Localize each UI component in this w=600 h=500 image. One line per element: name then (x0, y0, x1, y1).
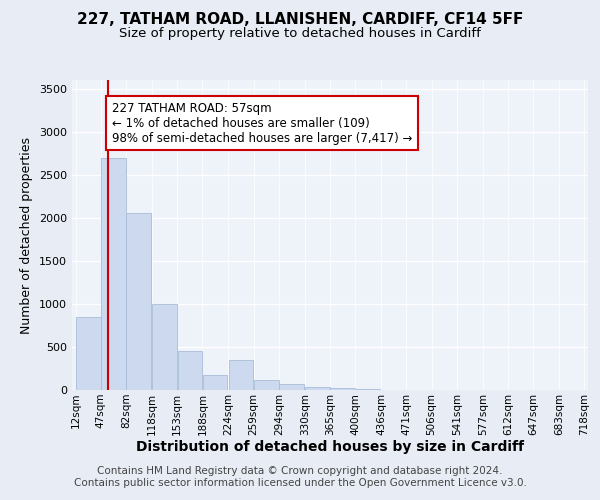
X-axis label: Distribution of detached houses by size in Cardiff: Distribution of detached houses by size … (136, 440, 524, 454)
Bar (76, 317, 101, 390)
Y-axis label: Number of detached properties: Number of detached properties (20, 136, 34, 334)
Bar (203, 374, 227, 390)
Bar (127, 214, 151, 390)
Bar (178, 351, 202, 390)
Bar (254, 380, 278, 390)
Text: Size of property relative to detached houses in Cardiff: Size of property relative to detached ho… (119, 28, 481, 40)
Text: 227 TATHAM ROAD: 57sqm
← 1% of detached houses are smaller (109)
98% of semi-det: 227 TATHAM ROAD: 57sqm ← 1% of detached … (112, 102, 412, 144)
Text: Contains HM Land Registry data © Crown copyright and database right 2024.
Contai: Contains HM Land Registry data © Crown c… (74, 466, 526, 487)
Text: 227, TATHAM ROAD, LLANISHEN, CARDIFF, CF14 5FF: 227, TATHAM ROAD, LLANISHEN, CARDIFF, CF… (77, 12, 523, 28)
Bar (356, 389, 380, 390)
Bar (305, 388, 330, 390)
Bar (229, 360, 253, 390)
Bar (152, 304, 177, 390)
Bar (279, 384, 304, 390)
Bar (101, 158, 126, 390)
Bar (330, 388, 355, 390)
